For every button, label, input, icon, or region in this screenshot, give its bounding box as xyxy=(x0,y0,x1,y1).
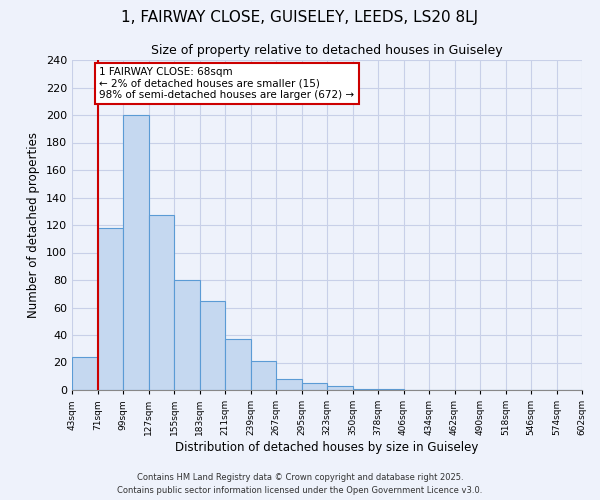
Bar xyxy=(72,357,97,390)
Title: Size of property relative to detached houses in Guiseley: Size of property relative to detached ho… xyxy=(151,44,503,58)
Text: Contains HM Land Registry data © Crown copyright and database right 2025.
Contai: Contains HM Land Registry data © Crown c… xyxy=(118,474,482,495)
Bar xyxy=(225,339,251,390)
X-axis label: Distribution of detached houses by size in Guiseley: Distribution of detached houses by size … xyxy=(175,441,479,454)
Bar xyxy=(378,388,404,390)
Bar xyxy=(97,228,123,390)
Bar xyxy=(302,383,327,390)
Text: 1 FAIRWAY CLOSE: 68sqm
← 2% of detached houses are smaller (15)
98% of semi-deta: 1 FAIRWAY CLOSE: 68sqm ← 2% of detached … xyxy=(100,67,355,100)
Bar xyxy=(123,115,149,390)
Bar xyxy=(353,388,378,390)
Bar xyxy=(251,361,276,390)
Bar xyxy=(276,379,302,390)
Bar xyxy=(327,386,353,390)
Y-axis label: Number of detached properties: Number of detached properties xyxy=(28,132,40,318)
Bar xyxy=(149,216,174,390)
Bar xyxy=(199,300,225,390)
Bar xyxy=(174,280,199,390)
Text: 1, FAIRWAY CLOSE, GUISELEY, LEEDS, LS20 8LJ: 1, FAIRWAY CLOSE, GUISELEY, LEEDS, LS20 … xyxy=(121,10,479,25)
